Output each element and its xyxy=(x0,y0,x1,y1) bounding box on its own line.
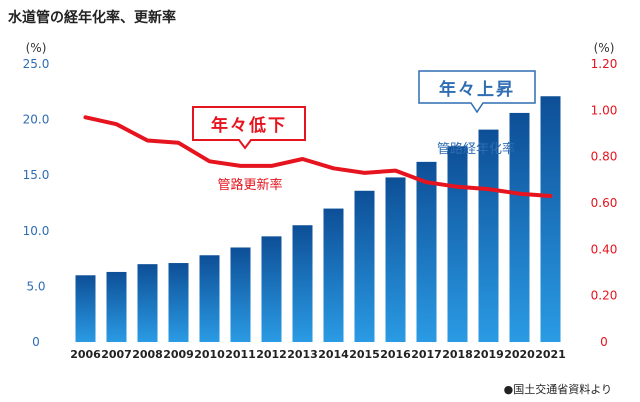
left-axis-unit: (%) xyxy=(26,41,47,55)
left-tick-label: 15.0 xyxy=(23,168,50,182)
red-callout-text: 年々低下 xyxy=(211,115,287,136)
right-tick-label: 0.60 xyxy=(591,196,618,210)
x-tick-label: 2010 xyxy=(194,348,225,361)
right-tick-label: 0.40 xyxy=(591,242,618,256)
bar xyxy=(447,146,468,342)
left-tick-label: 5.0 xyxy=(26,279,45,293)
x-tick-label: 2014 xyxy=(318,348,349,361)
bar-series-经年化率 xyxy=(75,96,561,342)
chart-title: 水道管の経年化率、更新率 xyxy=(8,9,176,26)
right-tick-label: 0.20 xyxy=(591,289,618,303)
blue-callout: 年々上昇 xyxy=(418,70,536,114)
bar xyxy=(354,190,375,342)
bar xyxy=(478,129,499,342)
x-tick-label: 2016 xyxy=(380,348,411,361)
x-tick-label: 2020 xyxy=(504,348,535,361)
line-series-label: 管路更新率 xyxy=(217,177,282,193)
bar xyxy=(416,161,437,342)
bar-series-label: 管路経年化率 xyxy=(437,141,515,157)
bar xyxy=(540,96,561,342)
left-tick-label: 25.0 xyxy=(23,57,50,71)
right-tick-label: 0.80 xyxy=(591,150,618,164)
left-axis-ticks: 0 5.0 10.0 15.0 20.0 25.0 xyxy=(23,57,50,349)
x-tick-label: 2015 xyxy=(349,348,380,361)
bar xyxy=(509,112,530,342)
x-tick-label: 2017 xyxy=(411,348,442,361)
x-tick-label: 2008 xyxy=(132,348,163,361)
right-tick-label: 1.00 xyxy=(591,103,618,117)
left-tick-label: 0 xyxy=(32,335,40,349)
left-tick-label: 20.0 xyxy=(23,113,50,127)
bar xyxy=(75,275,96,342)
left-tick-label: 10.0 xyxy=(23,224,50,238)
x-tick-label: 2019 xyxy=(473,348,504,361)
x-tick-label: 2012 xyxy=(256,348,287,361)
right-axis-ticks: 0 0.20 0.40 0.60 0.80 1.00 1.20 xyxy=(591,57,618,349)
x-tick-label: 2011 xyxy=(225,348,256,361)
x-tick-label: 2007 xyxy=(101,348,132,361)
right-axis-unit: (%) xyxy=(594,41,615,55)
x-tick-label: 2021 xyxy=(535,348,566,361)
source-note: ●国土交通省資料より xyxy=(504,382,612,396)
x-tick-label: 2013 xyxy=(287,348,318,361)
bar xyxy=(292,225,313,342)
bar xyxy=(323,208,344,342)
bar xyxy=(261,236,282,342)
bar xyxy=(230,247,251,342)
bar xyxy=(106,271,127,342)
x-tick-label: 2018 xyxy=(442,348,473,361)
x-tick-label: 2006 xyxy=(70,348,101,361)
red-callout: 年々低下 xyxy=(192,106,306,150)
blue-callout-text: 年々上昇 xyxy=(439,79,515,100)
bar xyxy=(385,177,406,342)
bar xyxy=(137,264,158,342)
right-tick-label: 1.20 xyxy=(591,57,618,71)
right-tick-label: 0 xyxy=(600,335,608,349)
bar xyxy=(168,263,189,342)
bar xyxy=(199,255,220,342)
line-series-update-rate xyxy=(83,115,553,198)
x-tick-label: 2009 xyxy=(163,348,194,361)
x-axis-ticks: 2006 2007 2008 2009 2010 2011 2012 2013 2014 2015… xyxy=(70,348,566,361)
